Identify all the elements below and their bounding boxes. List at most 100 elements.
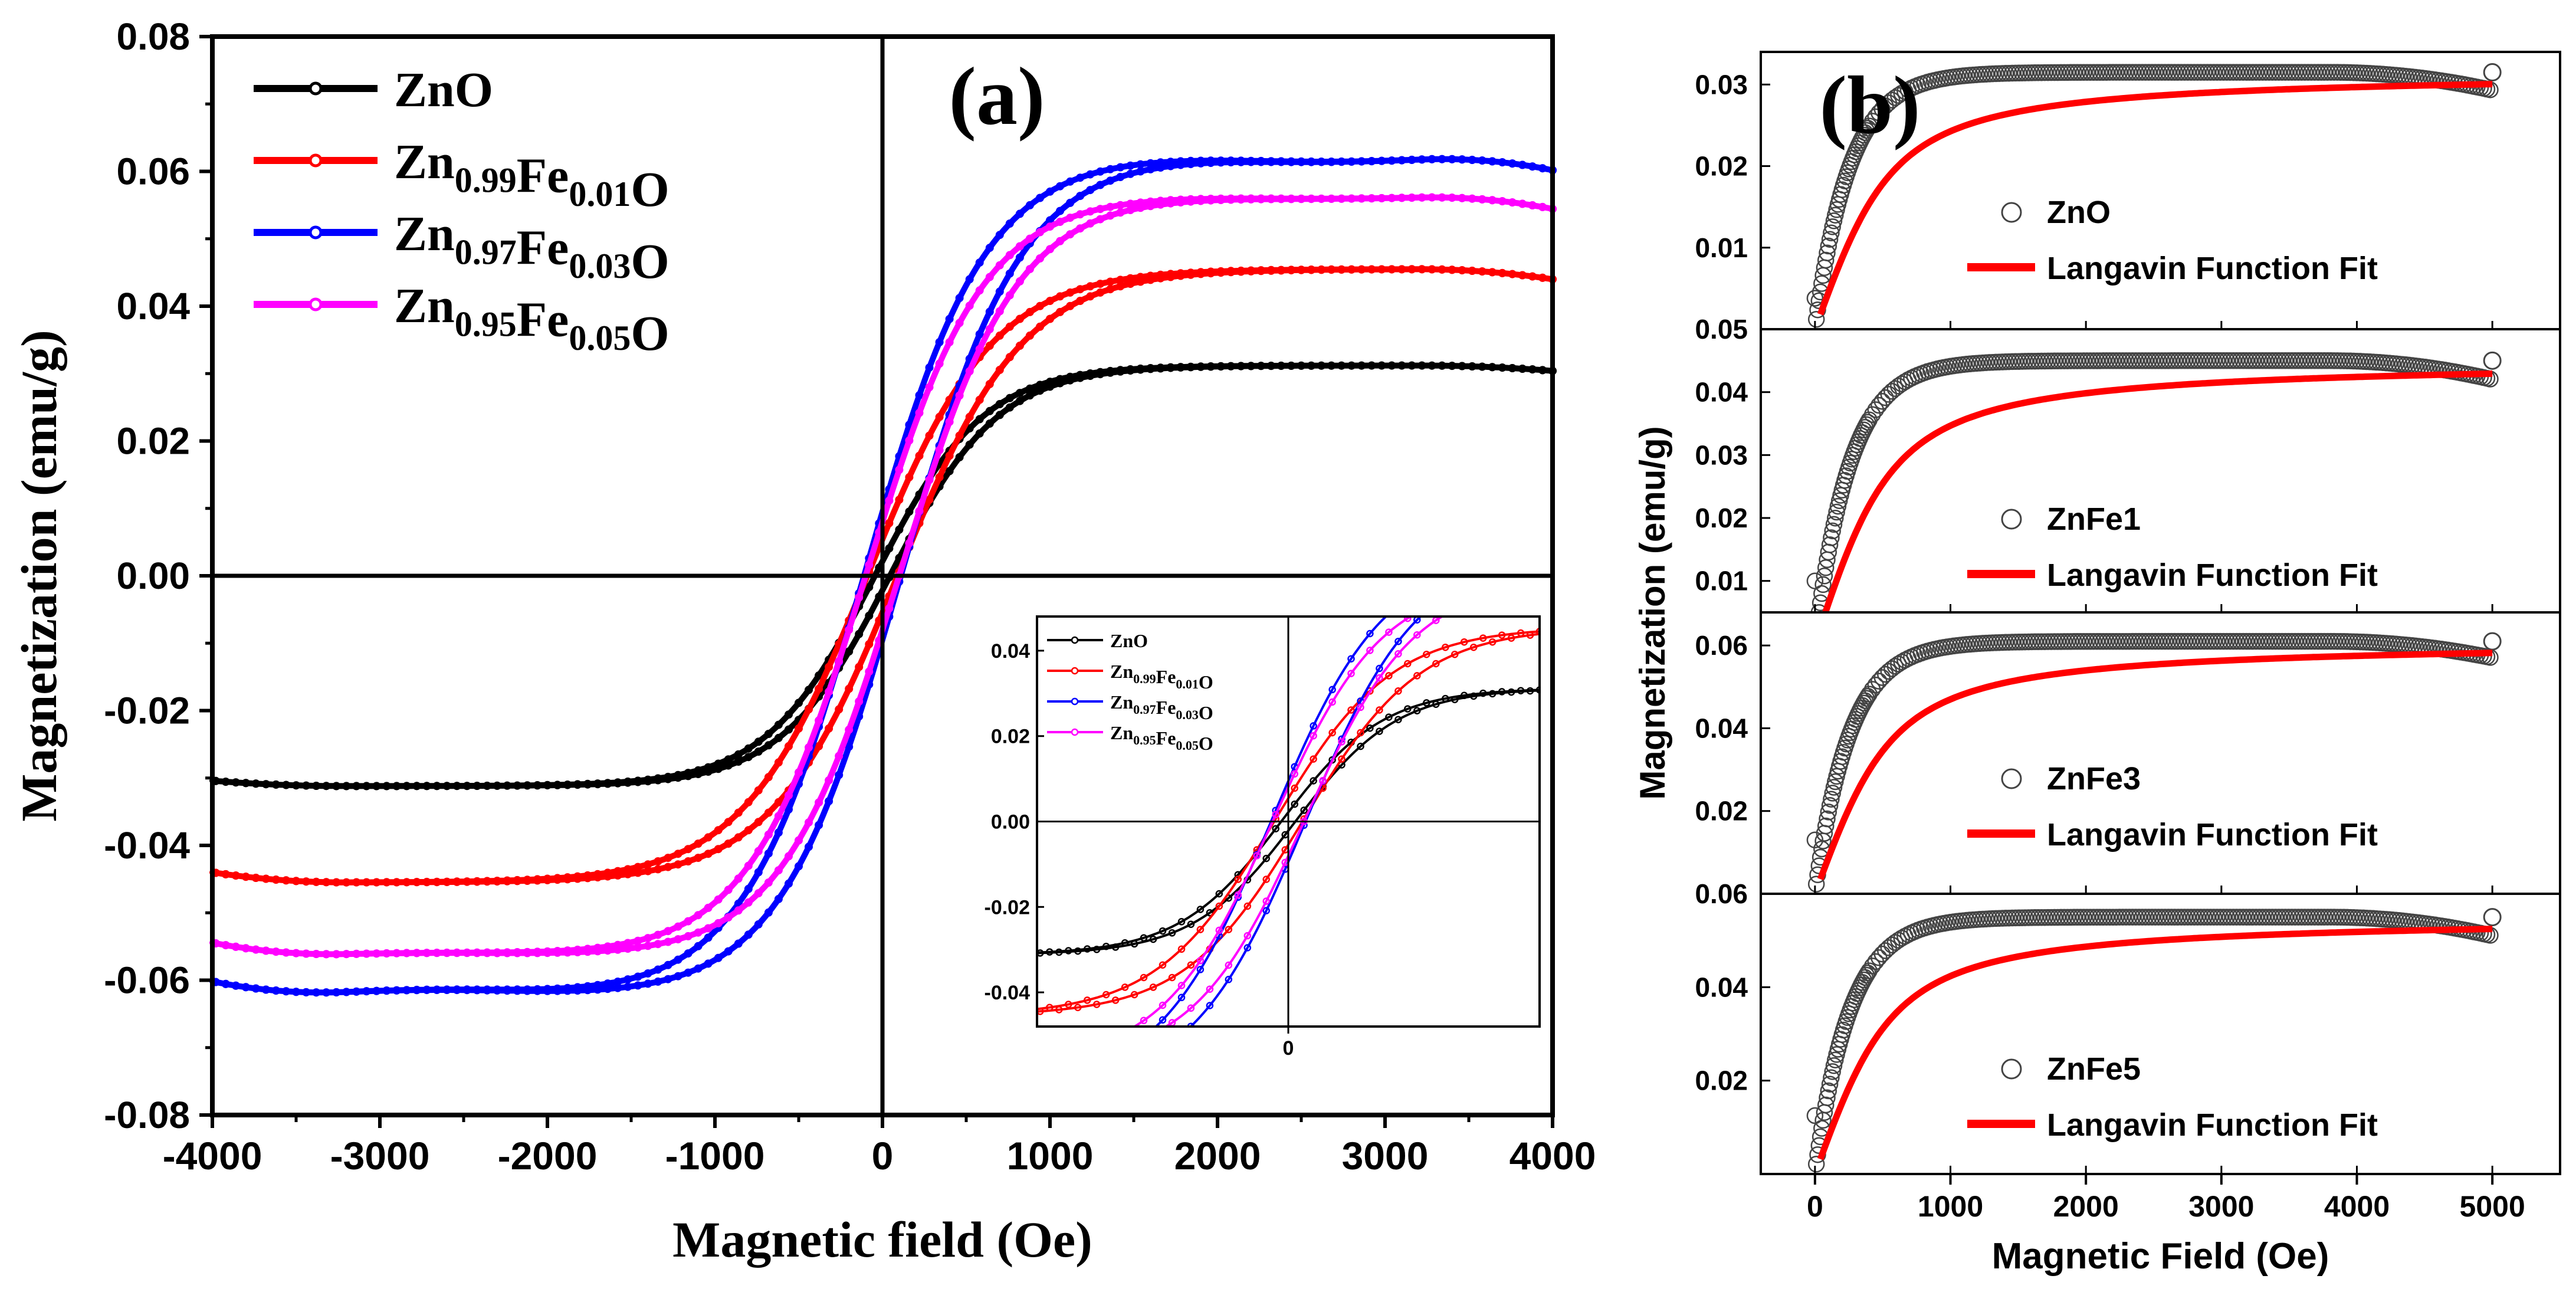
scatter-point: [1858, 690, 1875, 707]
data-point: [1327, 158, 1336, 166]
inset-data-point: [1527, 585, 1533, 591]
data-point: [282, 876, 290, 885]
data-point: [432, 782, 441, 791]
data-point: [785, 742, 793, 750]
y-tick-label: 0.02: [1695, 1065, 1748, 1096]
inset-data-point: [1046, 1051, 1052, 1057]
scatter-point: [1825, 212, 1843, 229]
scatter-point: [2483, 351, 2502, 370]
data-point: [684, 968, 693, 977]
data-point: [785, 710, 793, 719]
data-point: [1317, 265, 1326, 274]
data-point: [1468, 267, 1476, 275]
data-point: [1015, 389, 1024, 398]
data-point: [352, 878, 361, 887]
data-point: [1387, 265, 1396, 274]
data-point: [955, 453, 964, 461]
inset-data-point: [1122, 1048, 1128, 1054]
formula-base: Fe: [1156, 666, 1176, 687]
data-point: [734, 833, 743, 842]
data-point: [1046, 378, 1054, 386]
data-point: [1015, 314, 1024, 323]
y-tick-label: -0.02: [104, 690, 190, 732]
data-point: [845, 684, 854, 693]
data-point: [704, 763, 713, 772]
subpanel-frame: [1760, 893, 2561, 1175]
inset-data-point: [1262, 907, 1270, 914]
data-point: [1377, 194, 1386, 202]
data-point: [1015, 242, 1024, 251]
data-point: [432, 986, 441, 994]
data-point: [795, 699, 803, 707]
y-tick-label: 0.05: [1695, 314, 1748, 345]
legend-marker-scatter: [2001, 768, 2022, 789]
scatter-point: [1825, 779, 1843, 796]
data-point: [1468, 362, 1476, 370]
data-point: [644, 777, 652, 786]
data-point: [975, 395, 984, 404]
data-point: [684, 917, 693, 926]
data-point: [905, 507, 914, 516]
data-point: [865, 667, 874, 676]
data-point: [493, 949, 501, 957]
formula-subscript: 0.05: [569, 319, 631, 358]
data-point: [955, 431, 964, 440]
inset-y-tick-label: -0.04: [985, 982, 1031, 1004]
data-point: [694, 840, 703, 848]
scatter-point: [1828, 1046, 1845, 1063]
data-point: [251, 874, 260, 882]
data-point: [1246, 195, 1255, 204]
data-point: [975, 415, 984, 424]
inset-data-point: [1432, 700, 1440, 708]
scatter-point: [1863, 406, 1881, 423]
inset-data-point: [1083, 996, 1091, 1004]
data-point: [1206, 159, 1215, 168]
data-point: [1146, 365, 1155, 373]
data-point: [774, 894, 783, 903]
formula-base: Fe: [517, 221, 569, 276]
legend-a: ZnOZn0.99Fe0.01OZn0.97Fe0.03OZn0.95Fe0.0…: [254, 63, 670, 361]
inset-data-point: [1442, 597, 1448, 603]
data-point: [523, 781, 531, 790]
data-point: [402, 949, 411, 957]
data-point: [1276, 195, 1285, 204]
data-point: [553, 986, 562, 995]
data-point: [1528, 365, 1537, 374]
data-point: [1086, 207, 1095, 216]
inset-data-point: [1442, 694, 1449, 703]
data-point: [714, 845, 723, 854]
data-point: [1347, 361, 1356, 370]
legend-label-fit: Langavin Function Fit: [2047, 817, 2378, 852]
formula-subscript: 0.99: [455, 161, 517, 200]
scatter-point: [1825, 1057, 1843, 1074]
data-point: [845, 647, 854, 656]
scatter-point: [1814, 576, 1832, 593]
data-point: [965, 412, 974, 421]
scatter-point: [1824, 218, 1841, 235]
data-point: [392, 949, 401, 957]
data-point: [543, 781, 552, 790]
data-point: [1387, 156, 1396, 165]
data-point: [995, 400, 1004, 408]
data-point: [402, 986, 411, 995]
data-point: [955, 319, 964, 327]
scatter-point: [1824, 522, 1841, 540]
inset-data-point: [1404, 660, 1412, 668]
data-point: [1076, 173, 1085, 182]
data-point: [392, 782, 401, 791]
scatter-point: [1809, 625, 1824, 641]
data-point: [372, 782, 381, 791]
scatter-point: [1860, 962, 1878, 979]
data-point: [845, 742, 854, 751]
inset-data-point: [1442, 643, 1449, 651]
data-point: [442, 782, 451, 791]
data-point: [1528, 272, 1537, 281]
data-point: [1498, 158, 1507, 167]
inset-data-point: [1159, 1001, 1167, 1009]
inset-data-point: [1413, 707, 1421, 714]
data-point: [754, 920, 763, 929]
data-point: [865, 560, 874, 569]
data-point: [302, 877, 310, 886]
data-point: [1116, 163, 1125, 172]
data-point: [1307, 265, 1315, 274]
